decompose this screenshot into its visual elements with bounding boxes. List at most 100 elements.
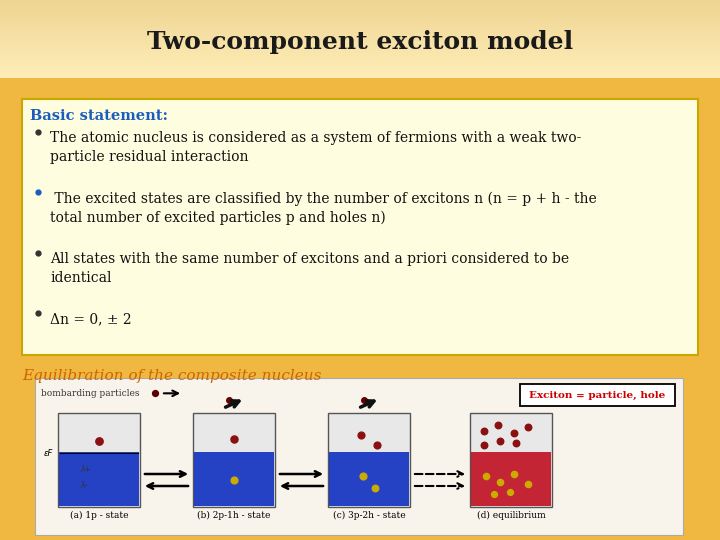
Bar (0, 50, 720, 52)
Bar (0, 35, 720, 36)
Bar (0, 72, 720, 73)
Text: λ-: λ- (80, 481, 87, 490)
Text: (c) 3p-2h - state: (c) 3p-2h - state (333, 511, 405, 520)
FancyBboxPatch shape (193, 413, 275, 507)
Bar (0, 61, 720, 63)
Bar (0, 14, 720, 16)
Point (492, 421, 504, 429)
Point (149, 389, 161, 397)
Bar (0, 30, 720, 31)
Text: Exciton = particle, hole: Exciton = particle, hole (529, 391, 665, 400)
Text: The excited states are classified by the number of excitons n (n = p + h - the
t: The excited states are classified by the… (50, 191, 597, 225)
FancyBboxPatch shape (22, 99, 698, 355)
Point (494, 437, 505, 445)
Bar (0, 69, 720, 71)
Point (228, 476, 240, 484)
Text: λ+: λ+ (80, 465, 91, 474)
Point (488, 490, 500, 498)
FancyBboxPatch shape (194, 452, 274, 506)
FancyBboxPatch shape (59, 452, 139, 506)
Point (359, 396, 370, 404)
Text: Δn = 0, ± 2: Δn = 0, ± 2 (50, 312, 132, 326)
FancyBboxPatch shape (329, 452, 409, 506)
Bar (0, 39, 720, 40)
Point (522, 423, 534, 431)
Bar (0, 52, 720, 53)
Text: Basic statement:: Basic statement: (30, 109, 168, 123)
Point (478, 427, 490, 435)
Bar (0, 63, 720, 64)
Point (494, 478, 505, 487)
Bar (0, 6, 720, 8)
Bar (0, 45, 720, 47)
FancyBboxPatch shape (471, 452, 551, 506)
Text: All states with the same number of excitons and a priori considered to be
identi: All states with the same number of excit… (50, 252, 569, 285)
Point (369, 484, 381, 492)
Bar (0, 26, 720, 28)
Bar (0, 55, 720, 56)
Text: The atomic nucleus is considered as a system of fermions with a weak two-
partic: The atomic nucleus is considered as a sy… (50, 131, 581, 164)
Point (223, 396, 235, 404)
Text: Two-component exciton model: Two-component exciton model (147, 30, 573, 55)
Bar (0, 22, 720, 23)
Bar (0, 36, 720, 38)
Bar (0, 75, 720, 77)
Bar (0, 58, 720, 59)
FancyBboxPatch shape (35, 379, 683, 535)
Bar (0, 12, 720, 14)
Bar (0, 68, 720, 69)
Bar (0, 42, 720, 44)
FancyBboxPatch shape (328, 413, 410, 507)
Bar (0, 9, 720, 11)
Point (355, 431, 366, 440)
Bar (0, 49, 720, 50)
Bar (0, 16, 720, 17)
Point (357, 471, 369, 480)
Bar (0, 21, 720, 22)
Bar (0, 31, 720, 33)
Bar (0, 2, 720, 3)
Point (508, 470, 520, 478)
Point (478, 441, 490, 449)
FancyBboxPatch shape (58, 413, 140, 507)
Point (94, 437, 105, 445)
Bar (0, 66, 720, 68)
Bar (0, 38, 720, 39)
Bar (0, 47, 720, 49)
Bar (0, 3, 720, 5)
Bar (0, 64, 720, 66)
Point (372, 441, 383, 449)
Bar (0, 8, 720, 9)
Bar (0, 25, 720, 26)
Bar (0, 17, 720, 19)
Point (522, 480, 534, 488)
Point (504, 488, 516, 496)
Bar (0, 33, 720, 35)
Bar (0, 40, 720, 42)
Bar (0, 28, 720, 30)
Bar (0, 44, 720, 45)
Point (480, 471, 492, 480)
Bar (0, 73, 720, 75)
Text: (a) 1p - state: (a) 1p - state (70, 511, 128, 520)
Text: (b) 2p-1h - state: (b) 2p-1h - state (197, 511, 271, 520)
Text: εF: εF (44, 449, 53, 457)
Point (228, 435, 240, 443)
Bar (0, 53, 720, 55)
Text: bombarding particles: bombarding particles (41, 389, 140, 398)
Point (510, 438, 522, 447)
Bar (0, 19, 720, 21)
FancyBboxPatch shape (520, 384, 675, 406)
Point (508, 429, 520, 437)
Bar (0, 11, 720, 12)
Bar (0, 71, 720, 72)
Bar (0, 0, 720, 2)
Text: Equilibration of the composite nucleus: Equilibration of the composite nucleus (22, 369, 322, 383)
Text: (d) equilibrium: (d) equilibrium (477, 511, 545, 520)
Bar (0, 23, 720, 25)
Bar (0, 56, 720, 58)
Bar (0, 77, 720, 78)
Bar (0, 5, 720, 6)
Bar (0, 59, 720, 61)
FancyBboxPatch shape (470, 413, 552, 507)
